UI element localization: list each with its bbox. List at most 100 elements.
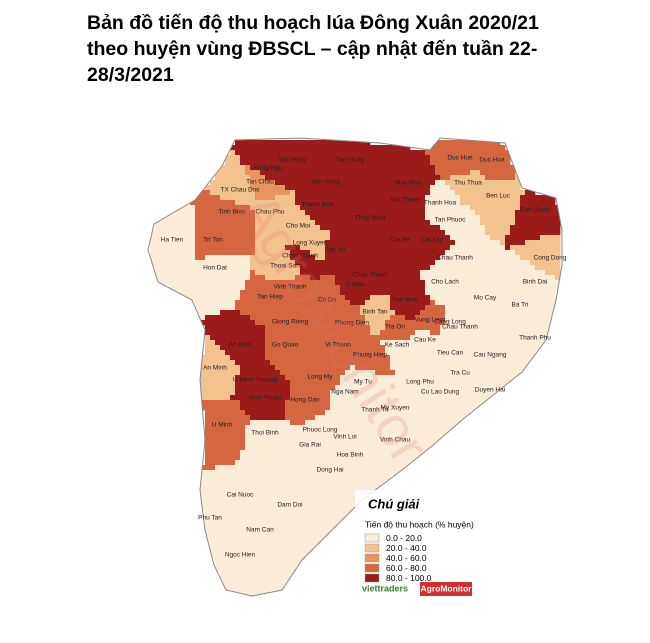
district-cell (540, 200, 546, 206)
district-cell (425, 360, 431, 366)
district-cell (420, 305, 426, 311)
district-cell (460, 180, 466, 186)
district-cell (405, 155, 411, 161)
district-cell (490, 215, 496, 221)
district-cell (190, 285, 196, 291)
district-cell (460, 190, 466, 196)
district-cell (450, 285, 456, 291)
district-cell (395, 210, 401, 216)
district-cell (445, 390, 451, 396)
district-cell (450, 380, 456, 386)
district-cell (400, 160, 406, 166)
district-cell (410, 295, 416, 301)
district-cell (265, 140, 271, 146)
district-cell (355, 365, 361, 371)
district-cell (495, 375, 501, 381)
district-cell (480, 375, 486, 381)
district-cell (510, 265, 516, 271)
district-cell (200, 395, 206, 401)
district-cell (490, 255, 496, 261)
district-cell (215, 360, 221, 366)
district-cell (265, 155, 271, 161)
district-cell (300, 215, 306, 221)
district-cell (335, 455, 341, 461)
district-cell (370, 365, 376, 371)
district-cell (315, 205, 321, 211)
district-cell (320, 355, 326, 361)
district-cell (545, 280, 551, 286)
district-cell (450, 390, 456, 396)
district-cell (275, 505, 281, 511)
district-cell (400, 155, 406, 161)
district-cell (380, 415, 386, 421)
district-cell (500, 195, 506, 201)
district-cell (245, 430, 251, 436)
district-cell (235, 390, 241, 396)
district-cell (225, 370, 231, 376)
district-cell (400, 300, 406, 306)
district-cell (480, 225, 486, 231)
district-cell (265, 205, 271, 211)
district-cell (280, 190, 286, 196)
district-cell (340, 485, 346, 491)
district-cell (535, 270, 541, 276)
district-cell (235, 370, 241, 376)
district-cell (285, 340, 291, 346)
district-cell (545, 295, 551, 301)
district-cell (240, 360, 246, 366)
district-cell (285, 440, 291, 446)
district-cell (480, 180, 486, 186)
district-cell (325, 210, 331, 216)
district-cell (430, 305, 436, 311)
district-cell (345, 170, 351, 176)
district-cell (230, 150, 236, 156)
district-cell (375, 480, 381, 486)
district-cell (300, 395, 306, 401)
district-cell (555, 245, 561, 251)
district-cell (220, 470, 226, 476)
district-cell (360, 325, 366, 331)
district-cell (405, 455, 411, 461)
district-cell (475, 350, 481, 356)
district-cell (410, 235, 416, 241)
district-cell (180, 240, 186, 246)
district-cell (370, 215, 376, 221)
district-cell (205, 515, 211, 521)
district-cell (265, 345, 271, 351)
district-cell (225, 540, 231, 546)
district-cell (205, 190, 211, 196)
district-cell (435, 200, 441, 206)
district-cell (505, 375, 511, 381)
district-cell (495, 335, 501, 341)
district-cell (255, 465, 261, 471)
district-cell (295, 480, 301, 486)
district-cell (335, 350, 341, 356)
district-cell (350, 140, 356, 146)
district-cell (295, 275, 301, 281)
district-cell (260, 435, 266, 441)
district-cell (405, 200, 411, 206)
district-cell (350, 475, 356, 481)
district-cell (240, 145, 246, 151)
district-cell (355, 265, 361, 271)
district-cell (255, 535, 261, 541)
district-cell (250, 230, 256, 236)
district-cell (245, 485, 251, 491)
district-cell (520, 360, 526, 366)
district-cell (475, 190, 481, 196)
district-cell (260, 395, 266, 401)
district-cell (485, 380, 491, 386)
district-cell (290, 300, 296, 306)
district-cell (220, 295, 226, 301)
district-cell (415, 195, 421, 201)
district-cell (500, 160, 506, 166)
district-cell (275, 145, 281, 151)
district-cell (200, 360, 206, 366)
district-cell (345, 505, 351, 511)
district-cell (505, 195, 511, 201)
district-cell (350, 400, 356, 406)
district-cell (275, 345, 281, 351)
district-cell (305, 440, 311, 446)
district-cell (240, 435, 246, 441)
district-cell (375, 445, 381, 451)
